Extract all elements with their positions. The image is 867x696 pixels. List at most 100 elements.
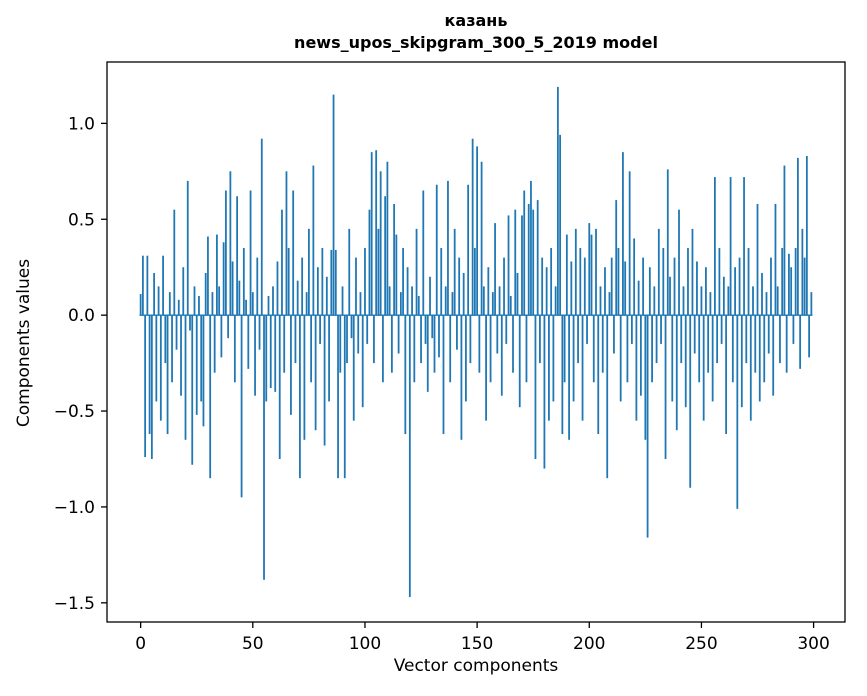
bar: [440, 248, 443, 316]
bar: [287, 248, 290, 316]
bar: [756, 203, 759, 316]
bar: [790, 267, 793, 316]
bar: [671, 315, 674, 402]
bar: [579, 248, 582, 316]
bar: [512, 315, 514, 373]
bar: [359, 292, 362, 316]
bar: [608, 292, 611, 316]
bar: [541, 257, 544, 316]
bar: [633, 238, 636, 316]
bar: [604, 267, 606, 316]
bar: [182, 267, 185, 316]
chart-subtitle: news_upos_skipgram_300_5_2019 model: [294, 33, 658, 52]
bar: [276, 261, 279, 316]
bar: [184, 315, 187, 440]
bar: [648, 267, 651, 316]
bar: [424, 315, 427, 344]
bar: [453, 228, 456, 316]
bar: [698, 315, 701, 383]
x-tick-label: 150: [461, 634, 493, 654]
bar: [460, 315, 463, 440]
bar: [285, 171, 288, 316]
bar: [779, 315, 781, 364]
bar: [554, 286, 557, 316]
bar: [346, 315, 348, 364]
bar: [624, 261, 627, 316]
bar: [774, 203, 777, 316]
bar: [716, 315, 719, 364]
bar: [736, 315, 739, 509]
bar: [662, 248, 665, 316]
bar: [498, 286, 501, 316]
bar: [368, 209, 371, 316]
bar: [198, 295, 200, 316]
bar: [469, 315, 472, 364]
bar: [707, 315, 710, 373]
bar: [388, 286, 391, 316]
bar: [590, 234, 593, 316]
bar: [581, 315, 584, 421]
bar: [556, 86, 559, 316]
bar: [702, 315, 705, 421]
bar: [462, 272, 465, 316]
bar: [283, 315, 286, 373]
bar: [691, 228, 694, 316]
bar: [810, 292, 813, 316]
bar: [543, 315, 546, 469]
bar: [269, 315, 272, 389]
bar: [337, 315, 339, 479]
bar: [781, 248, 784, 316]
bar: [548, 315, 550, 421]
bar: [373, 315, 375, 364]
bar: [574, 228, 577, 316]
bar: [393, 203, 396, 316]
bar: [761, 272, 763, 316]
bar: [379, 171, 382, 316]
bar: [799, 315, 802, 369]
bar: [375, 150, 378, 316]
bar: [339, 315, 342, 373]
bar: [563, 315, 566, 383]
bar: [390, 315, 393, 373]
axes-spines: [106, 61, 846, 623]
bar: [714, 177, 716, 316]
bar: [251, 292, 254, 316]
bar: [200, 315, 203, 402]
bar: [186, 180, 189, 316]
bar: [669, 276, 671, 316]
x-tick-label: 100: [349, 634, 381, 654]
bar: [530, 180, 532, 316]
bar: [364, 248, 366, 316]
x-tick-label: 200: [573, 634, 605, 654]
bar: [680, 315, 683, 364]
bar: [207, 236, 209, 316]
bar: [527, 203, 530, 316]
bar: [705, 267, 707, 316]
bar: [619, 315, 622, 402]
bar: [696, 261, 698, 316]
bar: [175, 315, 178, 350]
bar: [220, 315, 223, 358]
bar: [487, 267, 490, 316]
bar: [523, 190, 526, 316]
bar: [153, 272, 155, 316]
bar: [776, 286, 779, 316]
bar: [622, 152, 624, 316]
bar: [532, 209, 535, 316]
y-tick-label: −0.5: [54, 402, 95, 422]
bar: [456, 315, 458, 350]
bar: [601, 315, 604, 373]
bar: [458, 257, 461, 316]
bar: [583, 257, 586, 316]
bar: [211, 292, 214, 316]
bar: [678, 209, 680, 316]
bar: [586, 315, 588, 344]
bar: [639, 315, 642, 396]
bar: [193, 286, 196, 316]
bar: [191, 315, 194, 465]
bar: [747, 248, 750, 316]
bar: [148, 315, 151, 435]
bar: [720, 315, 723, 344]
bar: [442, 315, 445, 435]
bar: [725, 315, 728, 435]
